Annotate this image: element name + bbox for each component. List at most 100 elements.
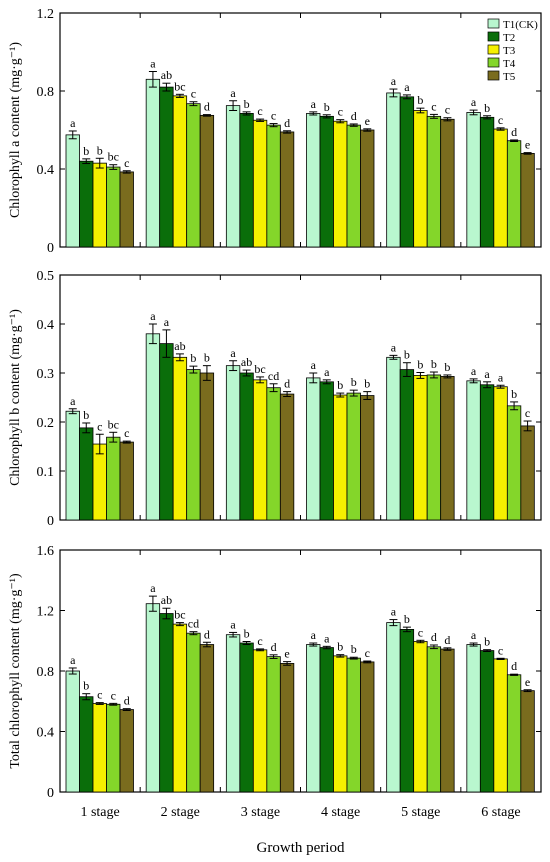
- bar: [319, 381, 334, 521]
- y-tick-label: 0.8: [37, 85, 55, 100]
- significance-letter: cd: [188, 617, 199, 631]
- y-tick-label: 0.5: [37, 269, 55, 284]
- x-axis-label: Growth period: [257, 840, 345, 856]
- bar: [466, 112, 481, 248]
- bar: [306, 644, 321, 793]
- significance-letter: c: [97, 419, 102, 433]
- x-category-label: 1 stage: [80, 805, 119, 820]
- significance-letter: c: [431, 99, 436, 113]
- significance-letter: b: [337, 640, 343, 654]
- significance-letter: bc: [174, 608, 185, 622]
- significance-letter: c: [97, 688, 102, 702]
- bar: [520, 690, 535, 793]
- significance-letter: b: [511, 387, 517, 401]
- bar: [346, 657, 361, 793]
- bar: [413, 641, 428, 793]
- significance-letter: a: [391, 340, 397, 354]
- significance-letter: b: [404, 612, 410, 626]
- bar: [65, 134, 80, 248]
- significance-letter: b: [324, 100, 330, 114]
- significance-letter: a: [471, 628, 477, 642]
- bar: [119, 709, 134, 793]
- significance-letter: c: [525, 406, 530, 420]
- bar: [106, 166, 121, 248]
- bar: [92, 443, 107, 521]
- x-category-label: 2 stage: [161, 805, 200, 820]
- legend-swatch: [487, 44, 500, 55]
- bar: [413, 375, 428, 521]
- bar: [186, 632, 201, 793]
- significance-letter: b: [444, 360, 450, 374]
- y-tick-label: 0: [47, 786, 54, 801]
- significance-letter: a: [404, 80, 410, 94]
- bar: [266, 656, 281, 793]
- bar: [506, 140, 522, 248]
- chart-panel-3: 0 0.4 0.8 1.2 1.6 Total chlorophyll content (…: [8, 544, 542, 856]
- bar: [520, 152, 535, 248]
- bar: [506, 674, 522, 793]
- significance-letter: b: [364, 377, 370, 391]
- legend-label: T2: [503, 32, 515, 44]
- bar: [199, 372, 215, 521]
- x-category-label: 5 stage: [401, 805, 440, 820]
- significance-letter: d: [511, 125, 517, 139]
- bar: [319, 115, 334, 248]
- significance-letter: a: [230, 617, 236, 631]
- significance-letter: b: [204, 351, 210, 365]
- significance-letter: c: [445, 103, 450, 117]
- significance-letter: cd: [268, 369, 279, 383]
- significance-letter: a: [311, 358, 317, 372]
- bar: [79, 696, 94, 793]
- bar: [279, 663, 295, 793]
- significance-letter: a: [484, 367, 490, 381]
- y-axis-label: Chlorophyll b content (mg·g⁻¹): [8, 309, 23, 486]
- significance-letter: c: [257, 634, 262, 648]
- chart-panel-2: 0 0.1 0.2 0.3 0.4 0.5 Chlorophyll b content (m…: [8, 269, 542, 529]
- significance-letter: b: [484, 635, 490, 649]
- bar: [440, 376, 455, 521]
- significance-letter: d: [431, 630, 437, 644]
- significance-letter: b: [244, 627, 250, 641]
- bar: [426, 646, 442, 793]
- bar: [360, 395, 375, 521]
- y-axis-label: Chlorophyll a content (mg·g⁻¹): [8, 42, 23, 218]
- significance-letter: d: [351, 109, 357, 123]
- bar: [360, 129, 375, 248]
- significance-letter: a: [311, 97, 317, 111]
- bar: [239, 642, 254, 793]
- legend-swatch: [487, 31, 500, 42]
- bar: [479, 116, 495, 248]
- significance-letter: bc: [174, 79, 185, 93]
- bar: [333, 655, 348, 793]
- bar: [360, 661, 375, 793]
- bar: [479, 650, 495, 793]
- bar: [440, 118, 455, 248]
- bar: [493, 386, 508, 521]
- bar: [186, 103, 201, 248]
- bar: [346, 392, 361, 521]
- legend-label: T1(CK): [503, 19, 538, 31]
- legend-swatch: [487, 18, 500, 29]
- bar: [319, 647, 334, 793]
- y-tick-label: 0.8: [37, 665, 55, 680]
- significance-letter: d: [271, 640, 277, 654]
- bar: [225, 634, 241, 793]
- bar: [466, 380, 481, 521]
- bar: [159, 343, 174, 521]
- significance-letter: d: [284, 377, 290, 391]
- significance-letter: b: [97, 143, 103, 157]
- bar: [426, 374, 442, 521]
- bar: [92, 703, 107, 793]
- significance-letter: c: [271, 109, 276, 123]
- significance-letter: a: [391, 74, 397, 88]
- significance-letter: c: [124, 426, 129, 440]
- significance-letter: a: [471, 95, 477, 109]
- significance-letter: b: [337, 378, 343, 392]
- y-tick-label: 1.2: [37, 605, 55, 620]
- bar: [172, 356, 188, 521]
- bar: [466, 644, 481, 793]
- bar: [333, 120, 348, 248]
- significance-letter: b: [351, 642, 357, 656]
- bar: [145, 78, 161, 248]
- significance-letter: a: [498, 370, 504, 384]
